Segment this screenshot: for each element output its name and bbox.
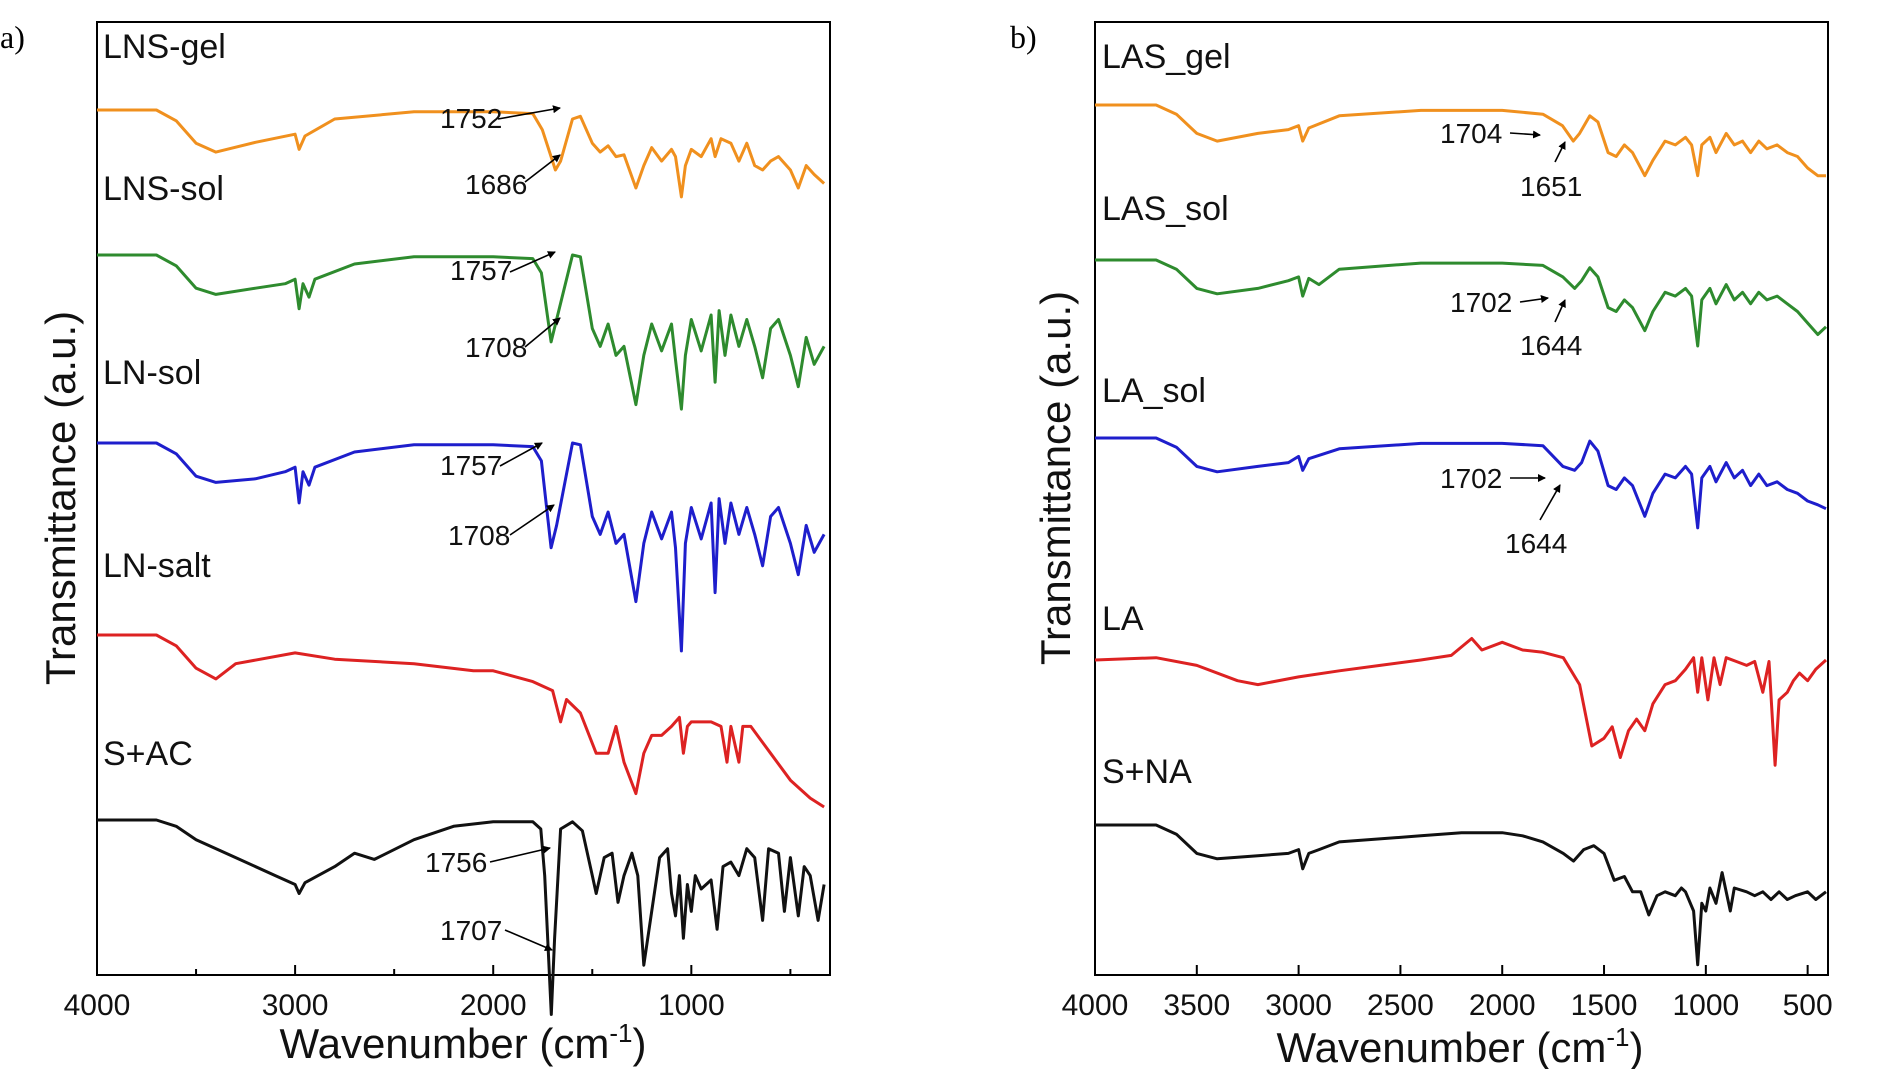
panel-a: a) 4000 3000 2000 1000 Wavenumber (cm-1) Trans… bbox=[0, 19, 831, 1067]
series-line-ln-sol bbox=[97, 441, 826, 653]
series-line-las-gel bbox=[1095, 103, 1826, 178]
x-tick-label: 4000 bbox=[1062, 989, 1129, 1022]
series-label: LN-salt bbox=[103, 547, 211, 585]
peak-annotation: 1752 bbox=[440, 103, 502, 134]
peak-annotation: 1708 bbox=[448, 520, 510, 551]
peak-annotation: 1757 bbox=[440, 450, 502, 481]
x-tick-label: 500 bbox=[1783, 989, 1833, 1022]
series-line-las-sol bbox=[1095, 258, 1828, 348]
x-tick-label: 2000 bbox=[460, 989, 527, 1022]
series-line-s-ac bbox=[97, 818, 826, 1016]
annotation-arrow bbox=[489, 845, 551, 863]
peak-annotation: 1644 bbox=[1505, 528, 1567, 559]
x-axis-label: Wavenumber (cm-1) bbox=[1277, 1022, 1644, 1069]
annotation-arrow bbox=[1519, 295, 1549, 303]
annotation-arrow bbox=[524, 317, 561, 348]
y-axis-label: Transmittance (a.u.) bbox=[1032, 291, 1079, 665]
series-label: LNS-sol bbox=[103, 170, 224, 208]
series-label: LA_sol bbox=[1102, 372, 1206, 410]
peak-annotation: 1644 bbox=[1520, 330, 1582, 361]
x-axis-label: Wavenumber (cm-1) bbox=[280, 1018, 647, 1067]
plot-frame bbox=[96, 21, 831, 976]
series-label: LAS_sol bbox=[1102, 190, 1229, 228]
annotation-arrow bbox=[1554, 299, 1566, 323]
series-line-lns-sol bbox=[97, 253, 826, 411]
y-axis-label: Transmittance (a.u.) bbox=[37, 311, 84, 685]
series-line-s-na bbox=[1095, 823, 1827, 967]
peak-annotation: 1707 bbox=[440, 915, 502, 946]
peak-annotation: 1702 bbox=[1450, 287, 1512, 318]
series-line-lns-gel bbox=[97, 108, 826, 199]
peak-annotation: 1651 bbox=[1520, 171, 1582, 202]
series-label: LA bbox=[1102, 600, 1144, 638]
series-line-la bbox=[1094, 637, 1828, 767]
annotation-arrow bbox=[1539, 484, 1561, 521]
x-tick-label: 1500 bbox=[1571, 989, 1638, 1022]
x-tick-label: 1000 bbox=[1672, 989, 1739, 1022]
peak-annotation: 1708 bbox=[465, 332, 527, 363]
x-tick-label: 1000 bbox=[658, 989, 725, 1022]
series-label: LN-sol bbox=[103, 354, 201, 392]
series-line-ln-salt bbox=[97, 633, 825, 809]
series-label: S+AC bbox=[103, 735, 193, 773]
x-tick-label: 4000 bbox=[64, 989, 131, 1022]
peak-annotation: 1756 bbox=[425, 847, 487, 878]
annotation-arrow bbox=[524, 154, 561, 183]
series-label: LAS_gel bbox=[1102, 38, 1231, 76]
panel-label: b) bbox=[1010, 19, 1037, 55]
x-tick-label: 2000 bbox=[1469, 989, 1536, 1022]
peak-annotation: 1757 bbox=[450, 255, 512, 286]
annotation-arrow bbox=[509, 504, 555, 536]
annotation-arrow bbox=[499, 442, 543, 467]
annotation-arrow bbox=[509, 251, 556, 273]
x-tick-label: 3000 bbox=[1265, 989, 1332, 1022]
series-label: LNS-gel bbox=[103, 28, 226, 66]
panel-label: a) bbox=[0, 19, 25, 55]
panel-b: b) 4000 3500 3000 2500 2000 1500 1000 500 Wavenum… bbox=[1010, 19, 1833, 1069]
annotation-arrow bbox=[1554, 141, 1566, 163]
peak-annotation: 1686 bbox=[465, 169, 527, 200]
annotation-arrow bbox=[504, 929, 553, 951]
x-tick-label: 2500 bbox=[1367, 989, 1434, 1022]
peak-annotation: 1704 bbox=[1440, 118, 1502, 149]
series-line-la-sol bbox=[1095, 436, 1827, 530]
plot-frame bbox=[1094, 21, 1829, 976]
x-tick-label: 3000 bbox=[262, 989, 329, 1022]
x-tick-label: 3500 bbox=[1163, 989, 1230, 1022]
annotation-arrow bbox=[497, 105, 561, 120]
peak-annotation: 1702 bbox=[1440, 463, 1502, 494]
annotation-arrow bbox=[1509, 130, 1541, 139]
series-label: S+NA bbox=[1102, 753, 1192, 791]
